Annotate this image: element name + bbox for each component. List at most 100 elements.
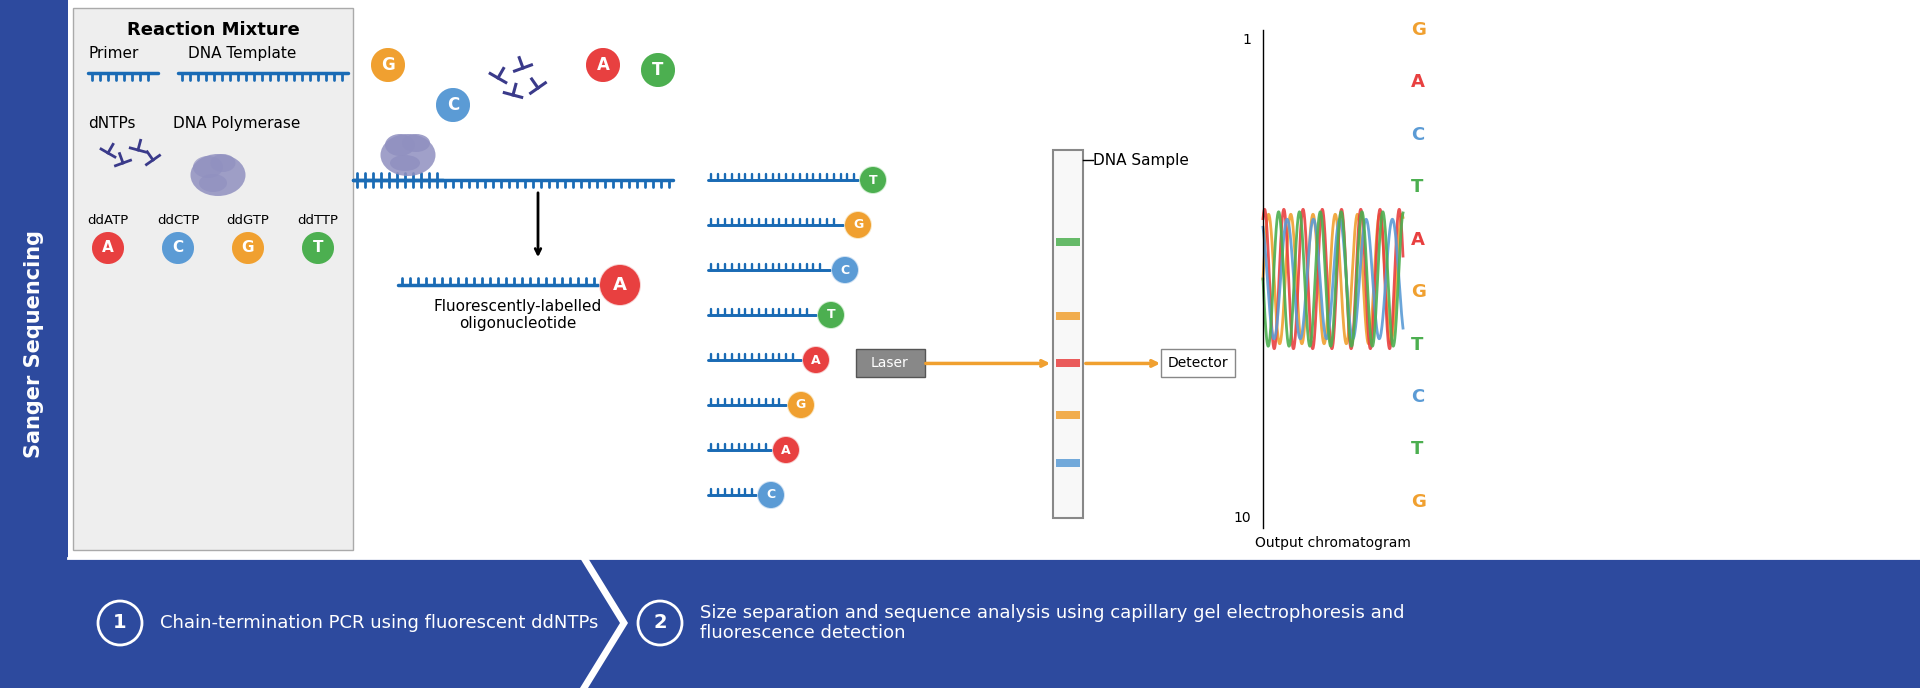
Circle shape xyxy=(860,167,885,193)
Text: T: T xyxy=(1411,440,1423,458)
Text: A: A xyxy=(1411,230,1425,248)
Ellipse shape xyxy=(787,391,814,419)
FancyBboxPatch shape xyxy=(1056,459,1079,466)
Circle shape xyxy=(845,212,872,238)
FancyBboxPatch shape xyxy=(1056,312,1079,320)
Text: G: G xyxy=(1411,493,1427,510)
Ellipse shape xyxy=(371,48,405,82)
FancyBboxPatch shape xyxy=(73,8,353,550)
FancyBboxPatch shape xyxy=(1052,150,1083,518)
Text: C: C xyxy=(447,96,459,114)
Ellipse shape xyxy=(301,232,334,264)
Ellipse shape xyxy=(756,481,785,509)
FancyBboxPatch shape xyxy=(1056,411,1079,419)
Text: T: T xyxy=(868,173,877,186)
Text: C: C xyxy=(766,488,776,502)
Text: C: C xyxy=(841,264,849,277)
Ellipse shape xyxy=(586,48,620,82)
Text: 1: 1 xyxy=(1242,33,1252,47)
Text: G: G xyxy=(1411,283,1427,301)
Text: T: T xyxy=(653,61,664,79)
Text: DNA Sample: DNA Sample xyxy=(1092,153,1188,167)
Circle shape xyxy=(301,232,334,264)
Text: A: A xyxy=(781,444,791,457)
Circle shape xyxy=(831,257,858,283)
Text: C: C xyxy=(1411,388,1425,406)
FancyBboxPatch shape xyxy=(1056,238,1079,246)
Circle shape xyxy=(232,232,265,264)
Text: ddGTP: ddGTP xyxy=(227,213,269,226)
Text: Sanger Sequencing: Sanger Sequencing xyxy=(23,230,44,458)
Ellipse shape xyxy=(190,154,246,196)
Ellipse shape xyxy=(390,155,420,171)
Text: T: T xyxy=(1411,336,1423,354)
Circle shape xyxy=(599,265,639,305)
Circle shape xyxy=(586,48,620,82)
Text: Size separation and sequence analysis using capillary gel electrophoresis and
fl: Size separation and sequence analysis us… xyxy=(701,603,1405,643)
FancyBboxPatch shape xyxy=(1162,350,1235,378)
Ellipse shape xyxy=(803,346,829,374)
Circle shape xyxy=(371,48,405,82)
Ellipse shape xyxy=(92,232,125,264)
Circle shape xyxy=(803,347,829,373)
Text: A: A xyxy=(597,56,609,74)
Circle shape xyxy=(774,437,799,463)
Text: ddCTP: ddCTP xyxy=(157,213,200,226)
Ellipse shape xyxy=(161,232,194,264)
Text: Fluorescently-labelled
oligonucleotide: Fluorescently-labelled oligonucleotide xyxy=(434,299,603,331)
Ellipse shape xyxy=(599,264,641,306)
Text: C: C xyxy=(1411,126,1425,144)
Text: G: G xyxy=(797,398,806,411)
Text: A: A xyxy=(102,241,113,255)
Text: A: A xyxy=(612,276,628,294)
FancyBboxPatch shape xyxy=(1056,359,1079,367)
Circle shape xyxy=(92,232,125,264)
Text: 1: 1 xyxy=(113,614,127,632)
Circle shape xyxy=(436,88,470,122)
Text: A: A xyxy=(1411,74,1425,92)
Text: Chain-termination PCR using fluorescent ddNTPs: Chain-termination PCR using fluorescent … xyxy=(159,614,599,632)
Circle shape xyxy=(787,392,814,418)
Ellipse shape xyxy=(818,301,845,329)
Ellipse shape xyxy=(858,166,887,194)
Text: A: A xyxy=(810,354,822,367)
Ellipse shape xyxy=(436,88,470,122)
Text: 10: 10 xyxy=(1233,511,1252,525)
Text: Primer: Primer xyxy=(88,46,138,61)
Circle shape xyxy=(161,232,194,264)
Ellipse shape xyxy=(401,134,430,152)
Circle shape xyxy=(641,53,676,87)
Text: dNTPs: dNTPs xyxy=(88,116,136,131)
Text: Reaction Mixture: Reaction Mixture xyxy=(127,21,300,39)
Ellipse shape xyxy=(772,436,801,464)
Ellipse shape xyxy=(386,134,415,156)
Circle shape xyxy=(758,482,783,508)
Text: Laser: Laser xyxy=(872,356,908,370)
Ellipse shape xyxy=(831,256,858,284)
Text: G: G xyxy=(382,56,396,74)
Text: C: C xyxy=(173,241,184,255)
Text: T: T xyxy=(1411,178,1423,196)
Text: ddATP: ddATP xyxy=(88,213,129,226)
Circle shape xyxy=(818,302,845,328)
Text: 2: 2 xyxy=(653,614,666,632)
Text: ddTTP: ddTTP xyxy=(298,213,338,226)
Text: T: T xyxy=(313,241,323,255)
Ellipse shape xyxy=(232,232,265,264)
Text: Detector: Detector xyxy=(1167,356,1229,370)
Text: G: G xyxy=(1411,21,1427,39)
Text: Output chromatogram: Output chromatogram xyxy=(1256,536,1411,550)
Ellipse shape xyxy=(211,154,236,172)
Ellipse shape xyxy=(641,53,676,87)
FancyBboxPatch shape xyxy=(856,350,925,378)
FancyBboxPatch shape xyxy=(0,0,67,688)
Text: T: T xyxy=(828,308,835,321)
FancyBboxPatch shape xyxy=(67,558,1920,688)
Ellipse shape xyxy=(845,211,872,239)
Ellipse shape xyxy=(194,156,223,178)
Polygon shape xyxy=(580,558,628,688)
Ellipse shape xyxy=(200,174,227,192)
Text: DNA Template: DNA Template xyxy=(188,46,296,61)
Text: DNA Polymerase: DNA Polymerase xyxy=(173,116,300,131)
Text: G: G xyxy=(242,241,253,255)
